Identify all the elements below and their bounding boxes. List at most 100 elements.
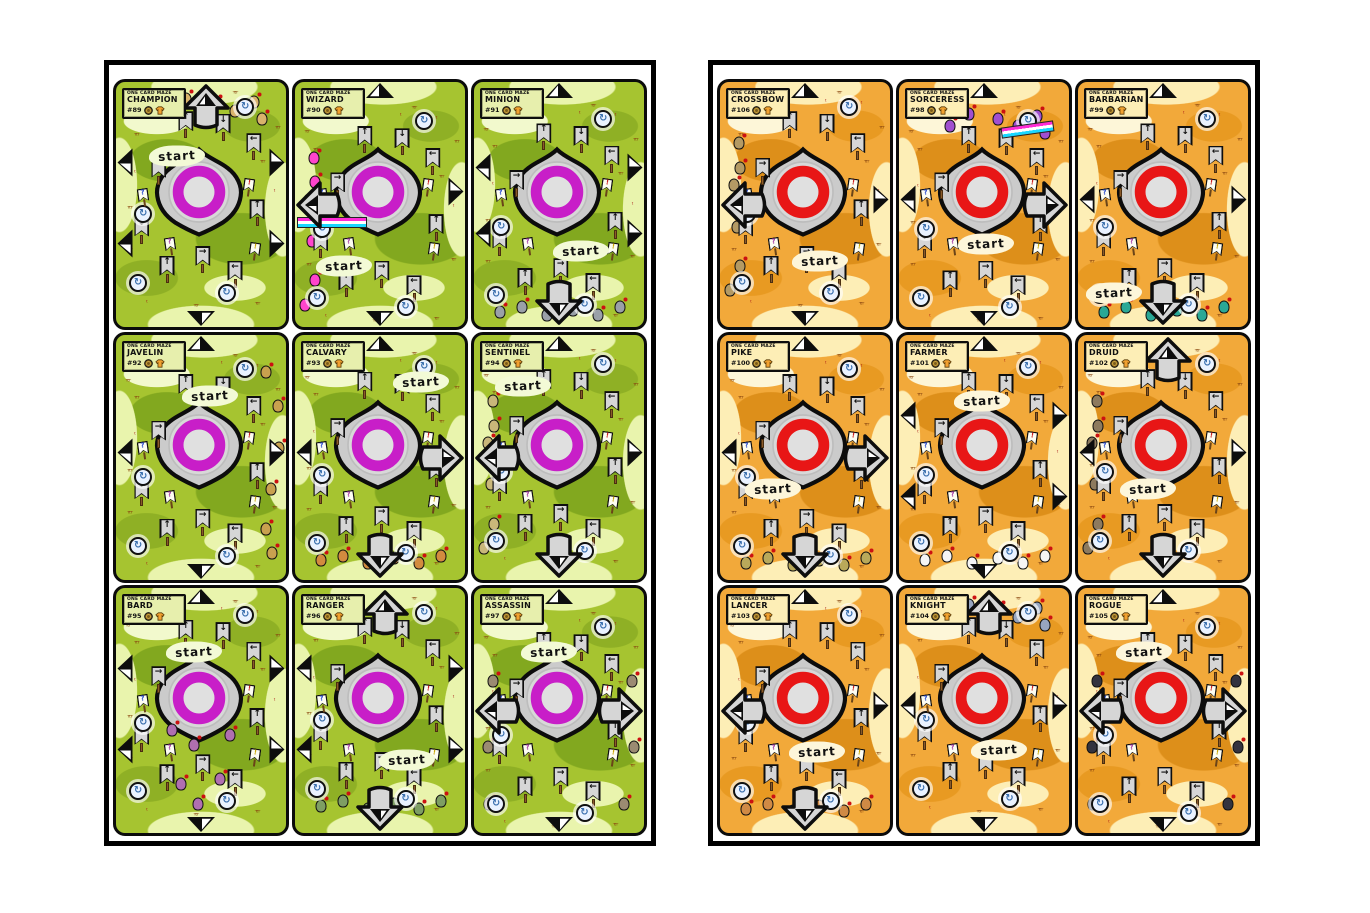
sign-arrow-icon: ↑ [357,371,373,399]
edge-triangle-right [269,228,286,258]
grass-tuft: ᵀᵗᵀ [125,377,132,386]
maze-card-sorceress: ONE CARD MAZESORCERESS#98↑→←↓↑→←↑↓↻↻↻↻!?… [896,79,1072,330]
coin-icon [1110,611,1119,621]
edge-triangle-left [900,690,917,720]
flag-icon: ? [768,742,781,762]
sign-arrow-icon: ↑ [517,268,533,295]
flag-icon: ? [522,236,535,256]
grass-tuft: ᵗ [614,358,617,366]
target-ring [753,399,853,491]
edge-triangle-left [296,653,313,683]
edge-triangle-right [448,653,465,683]
grass-tuft: ᵗ [917,183,919,191]
edge-triangle-right [448,734,465,764]
edge-triangle-left [117,734,134,764]
sign-arrow-icon: ← [604,391,620,419]
grass-tuft: ᵀᵗᵀ [306,711,312,720]
grass-tuft: ᵀᵗᵀ [633,645,639,654]
sign-arrow-icon: ↑ [159,255,175,283]
start-clearing [954,390,1011,412]
unit-figure [1222,794,1236,811]
maze-card-crossbow: ONE CARD MAZECROSSBOW#106↑→←↓↑→←↑↓↻↻↻↻!?… [717,79,893,330]
tunic-icon [937,106,948,115]
sign-arrow-icon: ↓ [1177,634,1193,662]
grass-tuft: ᵗ [504,556,506,564]
flag-icon: ! [607,747,620,767]
card-meta: #106 [731,105,785,115]
grass-tuft: ᵀᵗᵀ [454,139,460,148]
edge-triangle-top [790,335,820,352]
flag-icon: ? [137,693,150,713]
sign-arrow-icon: ← [406,766,422,794]
unit-figure [488,514,502,531]
grass-tuft: ᵗ [134,169,136,177]
sign-arrow-icon: → [151,666,166,694]
flag-icon: ? [741,440,754,460]
grass-tuft: ᵗ [146,561,148,569]
start-area: start [166,641,223,663]
grass-tuft: ᵀᵗᵀ [1037,561,1044,570]
sign-arrow-icon: ↑ [338,516,354,544]
grass-tuft: ᵀᵗᵀ [1096,389,1102,398]
unit-figure [265,479,279,496]
clock-icon: ↻ [912,534,931,553]
card-name: ASSASSIN [485,601,531,610]
grass-tuft: ᵀᵗᵀ [1042,419,1049,428]
clock-icon: ↻ [1198,109,1217,128]
grass-tuft: ᵀᵗᵀ [1237,136,1243,145]
edge-triangle-top [544,82,574,99]
grass-tuft: ᵀᵗᵀ [738,131,744,140]
grass-tuft: ᵀᵗᵀ [910,507,916,516]
sign-arrow-icon: → [978,506,994,534]
edge-triangle-right [269,734,286,764]
sign-arrow-icon: ← [585,781,601,809]
flag-icon: ! [249,747,262,767]
card-banner: ONE CARD MAZE SORCERESS #98 [905,88,969,119]
unit-figure [488,416,502,433]
sign-arrow-icon: ← [227,260,243,288]
card-banner: ONE CARD MAZE MINION #91 [480,88,544,119]
clock-icon: ↻ [594,618,613,637]
flag-icon: ! [242,431,255,450]
sign-arrow-icon: ↑ [517,513,533,541]
flag-icon: ! [1025,684,1038,703]
grass-tuft: ᵀᵗᵀ [254,809,261,818]
card-meta: #98 [910,105,964,115]
unit-figure [175,774,189,791]
target-ring [753,652,853,744]
card-banner: ONE CARD MAZE LANCER #103 [726,594,790,625]
grass-tuft: ᵗ [917,429,919,437]
grass-tuft: ᵗ [750,299,752,306]
sign-arrow-icon: → [374,506,390,534]
grass-tuft: ᵀᵗᵀ [1037,806,1044,815]
sign-arrow-icon: → [1113,415,1128,443]
grass-tuft: ᵗ [1108,819,1110,827]
grass-tuft: ᵗ [860,609,863,616]
coin-icon [143,358,153,368]
card-banner: ONE CARD MAZE BARD #95 [122,594,186,625]
clock-icon: ↻ [733,536,752,555]
edge-triangle-bottom [365,310,395,327]
flag-icon: ? [920,693,933,713]
start-clearing [392,371,449,393]
sign-arrow-icon: ↑ [763,255,779,283]
grass-tuft: ᵀᵗᵀ [1054,256,1061,265]
sign-arrow-icon: → [1157,503,1173,531]
unit-figure [413,799,427,815]
start-area: start [181,385,238,407]
unit-figure [734,158,748,175]
sign-arrow-icon: ← [1010,521,1026,548]
exit-arrow-top [1143,337,1193,383]
clock-icon: ↻ [487,531,506,550]
grass-tuft: ᵗ [435,115,438,123]
edge-triangle-right [1052,481,1069,511]
edge-triangle-top [544,335,574,352]
brand-label: ONE CARD MAZE [127,344,172,349]
coin-icon [752,358,761,368]
card-banner: ONE CARD MAZE WIZARD #90 [301,88,365,119]
grass-tuft: ᵀᵗᵀ [1058,139,1064,148]
maze-card-wizard: ONE CARD MAZEWIZARD#90↑→←↓↑→←↑↓↻↻↻↻!?!?ᵀ… [292,79,468,330]
flag-icon: ? [920,187,933,207]
tunic-icon [942,359,952,368]
unit-figure [628,737,642,754]
